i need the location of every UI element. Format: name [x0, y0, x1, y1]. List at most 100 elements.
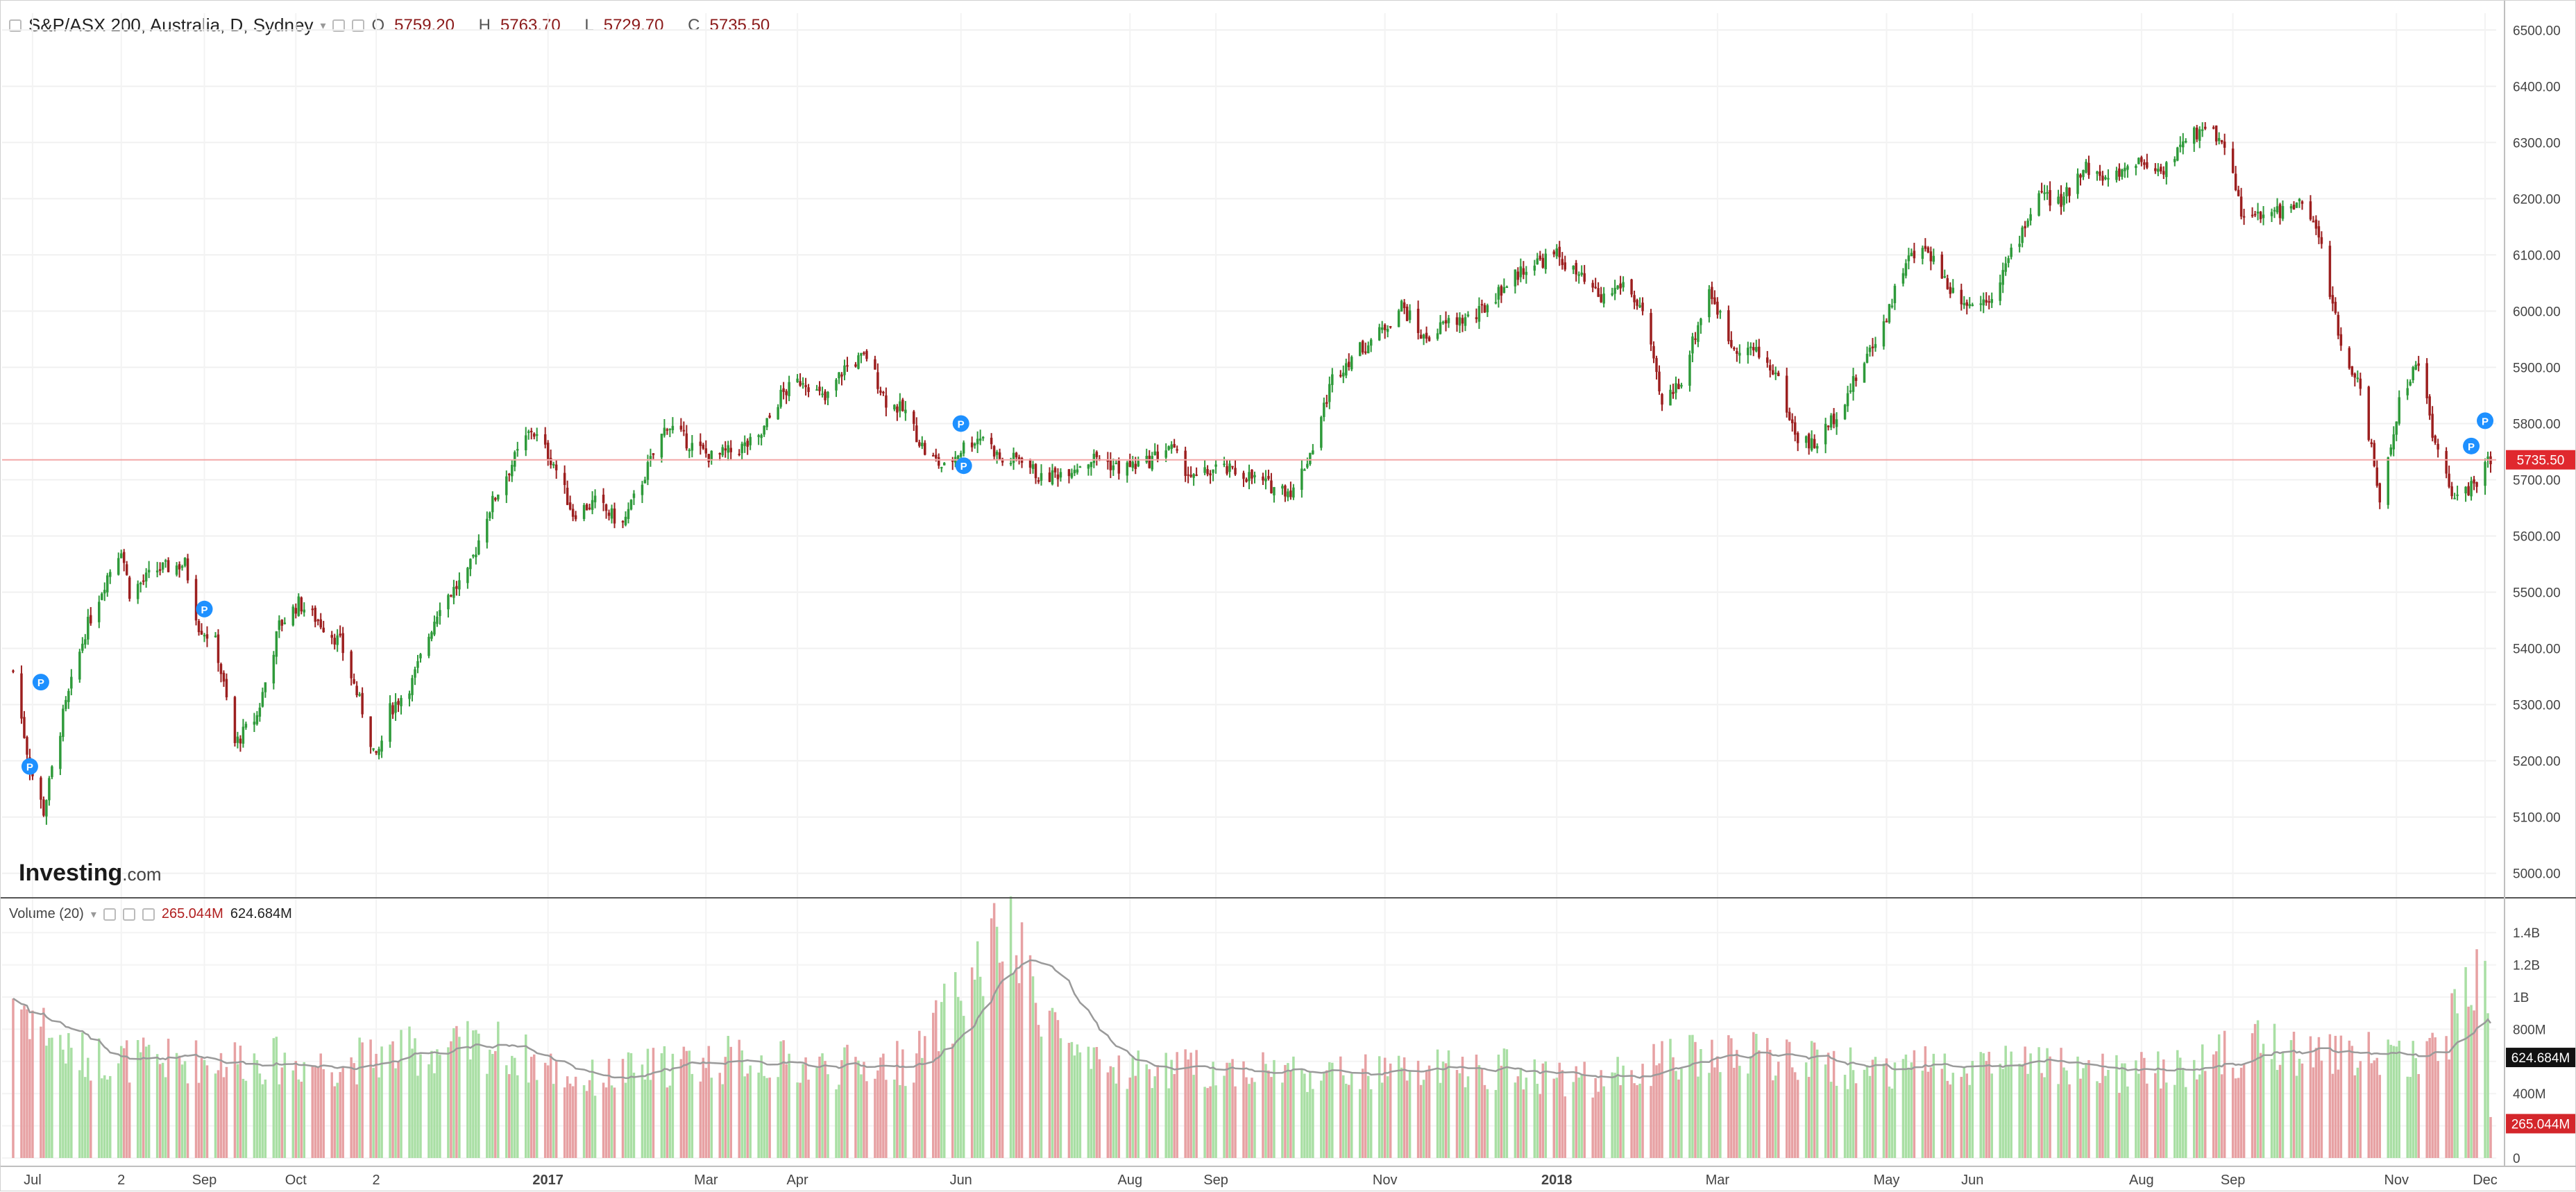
- candle-body: [414, 669, 416, 678]
- volume-bar: [233, 1042, 237, 1158]
- volume-bar: [935, 1000, 938, 1158]
- candle-body: [2242, 216, 2246, 218]
- volume-bar: [369, 1039, 372, 1158]
- candle-body: [2251, 214, 2254, 216]
- candle-body: [1697, 325, 1700, 342]
- volume-bar: [940, 1002, 943, 1158]
- volume-bar: [1361, 1068, 1364, 1158]
- dividend-marker-icon[interactable]: [21, 758, 38, 775]
- candle-body: [588, 507, 591, 509]
- volume-bar: [1422, 1080, 1425, 1158]
- candle-body: [1028, 460, 1032, 468]
- volume-bar: [314, 1066, 316, 1158]
- candle-body: [1907, 255, 1910, 262]
- candle-body: [863, 352, 865, 355]
- volume-bar: [1109, 1066, 1112, 1158]
- volume-bar: [582, 1085, 586, 1158]
- candle-body: [2414, 364, 2417, 370]
- candle-body: [1505, 286, 1509, 288]
- volume-bar: [843, 1047, 846, 1158]
- candle-body: [103, 590, 106, 594]
- volume-bar: [1494, 1089, 1498, 1158]
- candle-body: [1893, 285, 1897, 303]
- volume-tick-label: 1.4B: [2513, 926, 2540, 941]
- candle-body: [1303, 469, 1306, 471]
- candle-body: [976, 439, 979, 445]
- candle-body: [1500, 286, 1503, 296]
- price-tick-label: 5400.00: [2513, 642, 2561, 657]
- volume-bar: [2317, 1037, 2321, 1158]
- eye-icon[interactable]: [332, 19, 346, 32]
- candle-body: [167, 560, 170, 572]
- settings-icon[interactable]: [122, 908, 135, 921]
- candle-body: [1949, 287, 1952, 294]
- volume-bar: [1688, 1035, 1691, 1158]
- chevron-down-icon[interactable]: ▾: [90, 908, 96, 921]
- candle-body: [995, 452, 999, 455]
- candle-body: [1203, 467, 1206, 473]
- candle-body: [2068, 187, 2071, 196]
- candle-body: [1613, 287, 1616, 294]
- candle-body: [1832, 414, 1836, 425]
- volume-bar: [679, 1059, 683, 1158]
- volume-bar: [1835, 1085, 1838, 1158]
- volume-bar: [389, 1044, 391, 1158]
- volume-bar: [1187, 1059, 1189, 1158]
- candle-body: [2375, 467, 2379, 486]
- dividend-marker-icon[interactable]: [952, 415, 969, 432]
- volume-bar: [1281, 1082, 1284, 1158]
- candle-body: [2356, 377, 2359, 380]
- price-tick-label: 5300.00: [2513, 699, 2561, 713]
- settings-icon[interactable]: [352, 19, 365, 32]
- symbol-title[interactable]: S&P/ASX 200, Australia, D, Sydney: [28, 15, 314, 35]
- candle-body: [1913, 250, 1916, 259]
- volume-bar: [588, 1080, 591, 1158]
- dividend-marker-icon[interactable]: [2463, 437, 2480, 454]
- last-price-tag: [2506, 450, 2575, 470]
- eye-icon[interactable]: [103, 908, 116, 921]
- dividend-marker-icon[interactable]: [2477, 412, 2494, 429]
- time-tick-label: Mar: [694, 1173, 718, 1188]
- candle-body: [702, 444, 705, 449]
- candle-body: [1076, 469, 1079, 473]
- collapse-toggle-icon[interactable]: [9, 19, 22, 32]
- volume-bar: [2018, 1064, 2021, 1158]
- volume-ma-value: 624.684M: [230, 906, 292, 921]
- time-tick-label: Aug: [1117, 1173, 1142, 1188]
- candle-body: [294, 608, 298, 614]
- dividend-marker-icon[interactable]: [955, 457, 972, 475]
- chevron-down-icon[interactable]: ▾: [320, 19, 326, 32]
- volume-bar: [458, 1037, 461, 1158]
- volume-bar: [1843, 1075, 1847, 1158]
- volume-bar: [1946, 1080, 1949, 1158]
- candle-body: [1364, 351, 1367, 353]
- volume-bar: [1807, 1077, 1811, 1158]
- candle-body: [2018, 244, 2021, 247]
- volume-bar: [2160, 1088, 2162, 1158]
- close-icon[interactable]: [142, 908, 155, 921]
- candle-body: [1810, 438, 1813, 450]
- volume-title[interactable]: Volume (20): [9, 906, 84, 921]
- dividend-marker-icon[interactable]: [32, 674, 49, 691]
- candle-body: [1755, 347, 1758, 352]
- volume-bar: [2353, 1075, 2357, 1158]
- volume-bar: [629, 1053, 633, 1158]
- candle-body: [1148, 455, 1151, 468]
- candle-body: [1713, 297, 1716, 305]
- volume-bar: [1048, 1010, 1051, 1158]
- candle-body: [439, 610, 441, 616]
- candle-body: [1444, 320, 1448, 324]
- volume-bar: [2024, 1046, 2026, 1158]
- candle-body: [1539, 255, 1542, 259]
- candle-body: [885, 395, 888, 408]
- volume-bar: [219, 1053, 223, 1158]
- candle-body: [1447, 318, 1450, 323]
- volume-bar: [433, 1073, 436, 1158]
- dividend-marker-icon[interactable]: [196, 600, 213, 618]
- volume-bar: [2331, 1073, 2334, 1158]
- candle-body: [2107, 178, 2110, 180]
- volume-bar: [2198, 1074, 2201, 1158]
- volume-bar: [1733, 1067, 1736, 1158]
- volume-bar: [2484, 960, 2486, 1158]
